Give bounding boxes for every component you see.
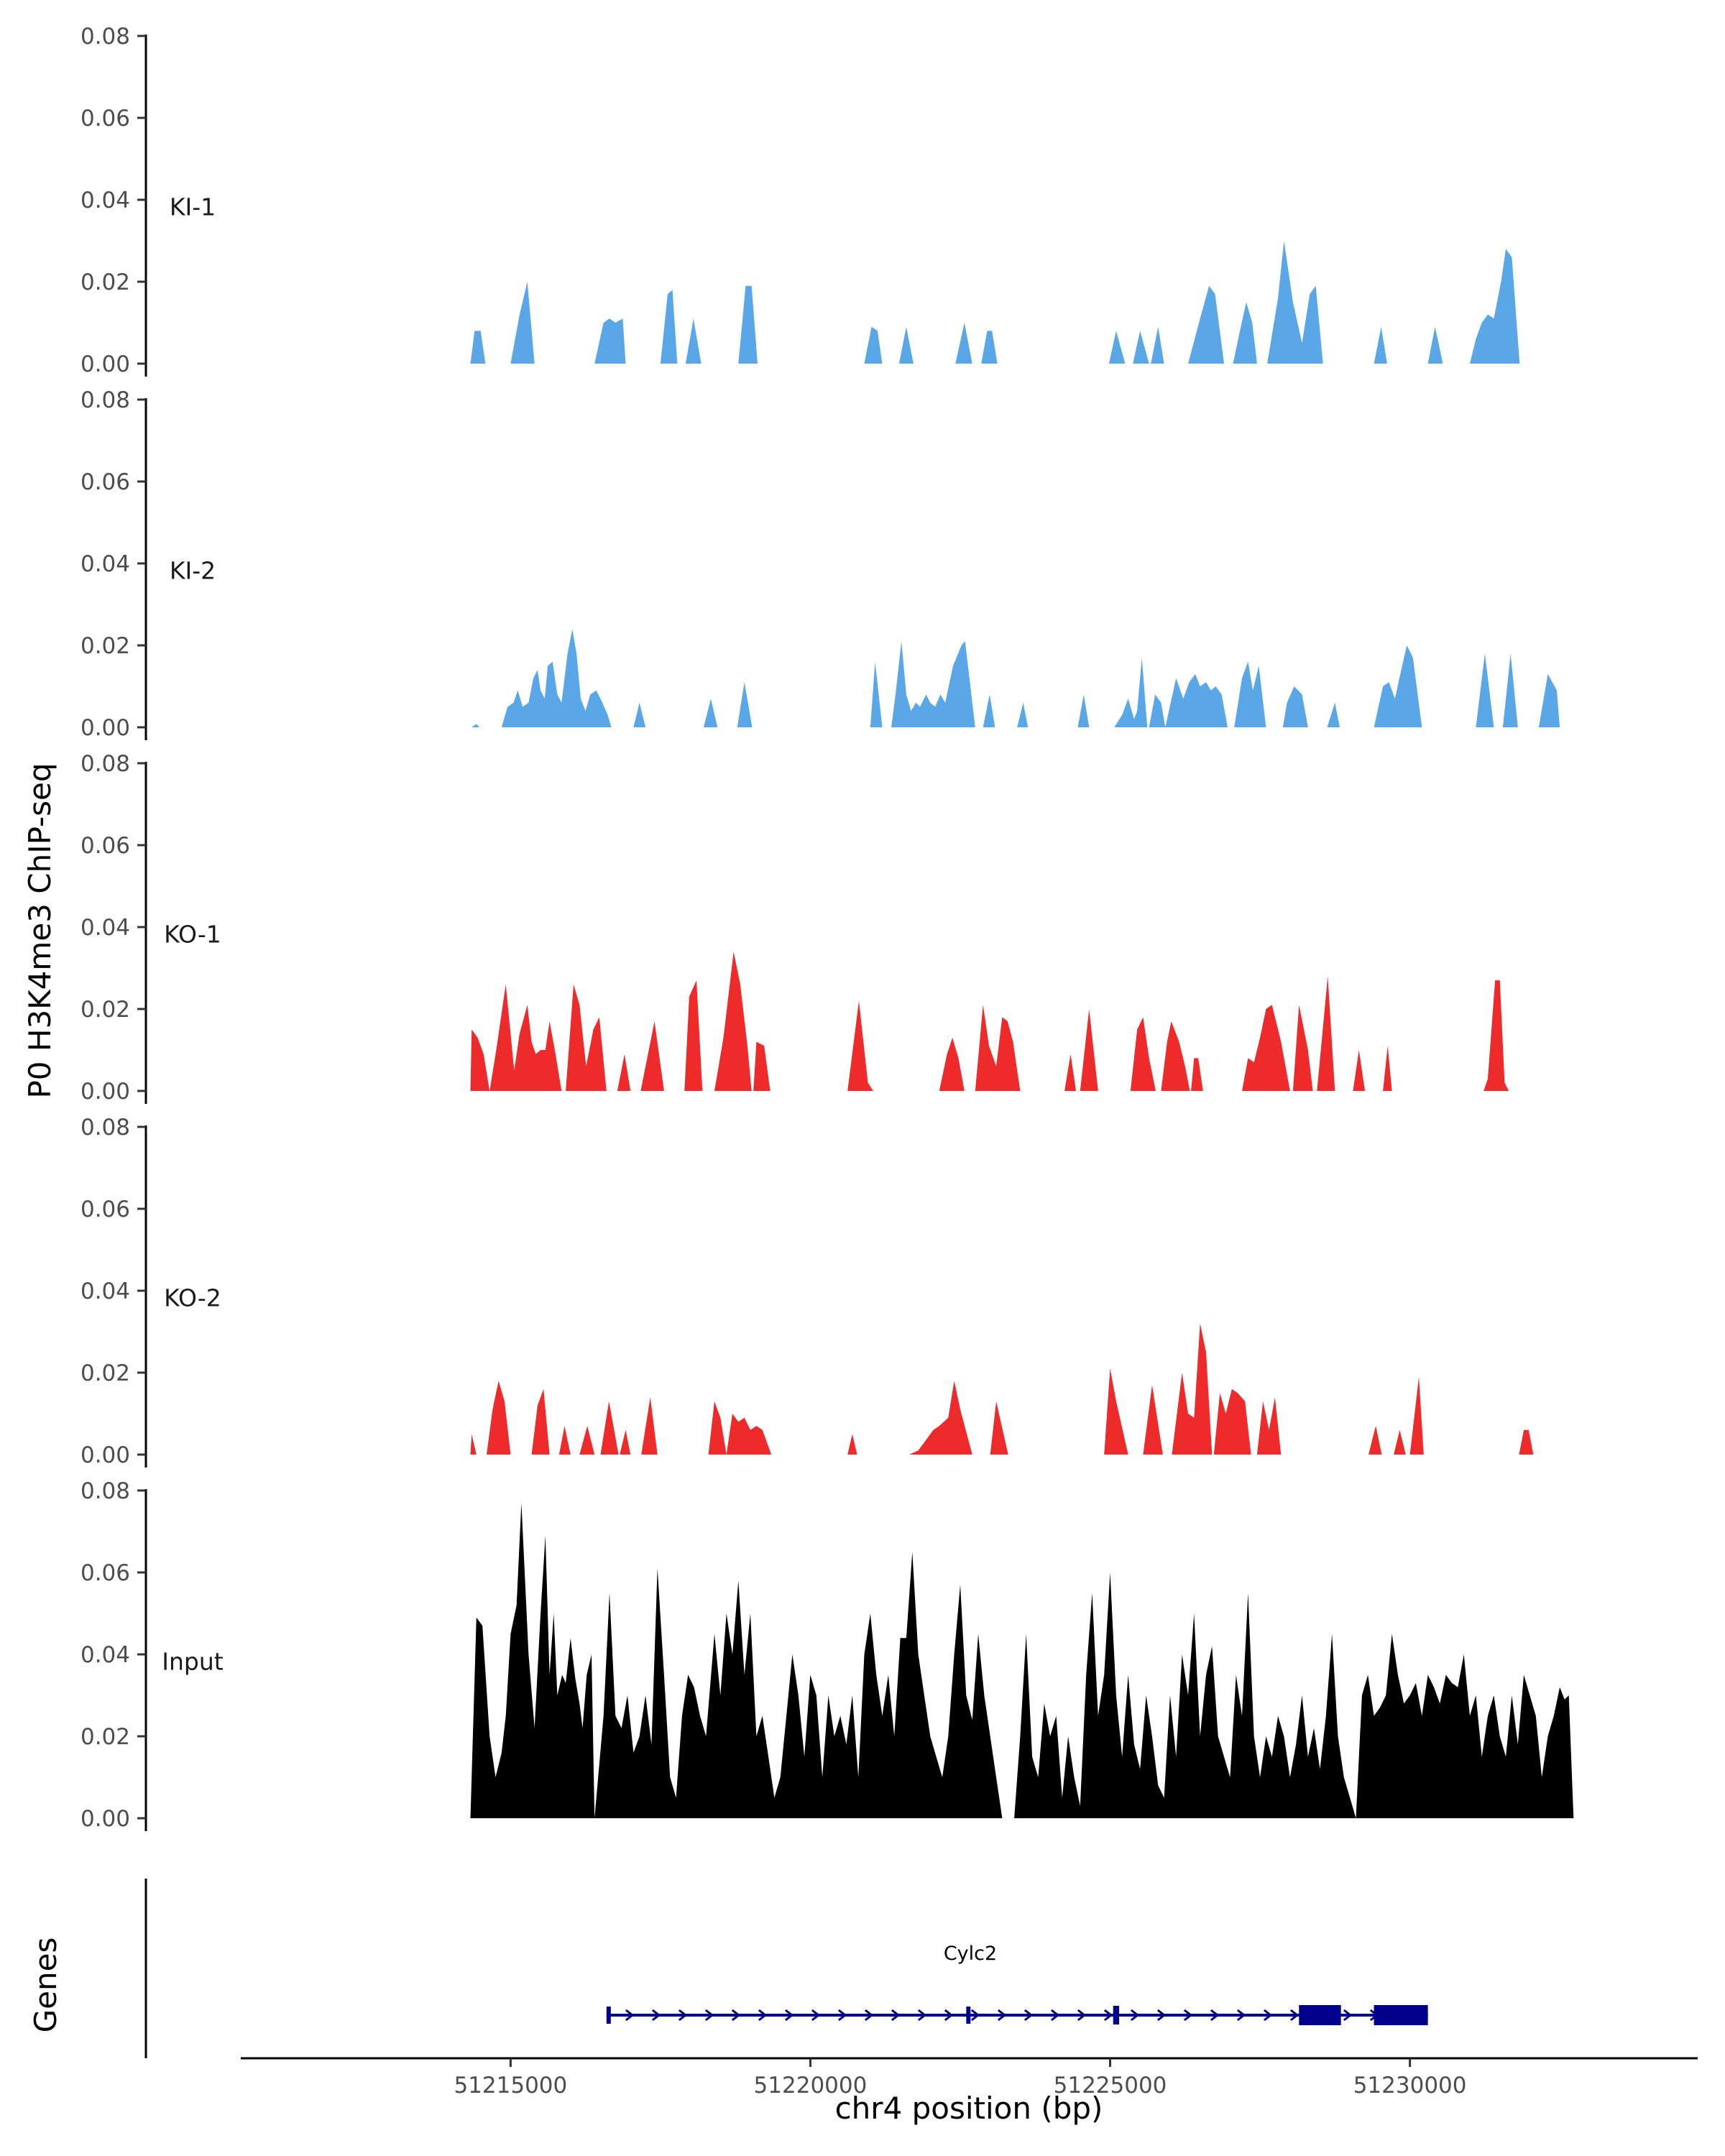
y-tick-label: 0.08 bbox=[80, 24, 130, 50]
x-tick-label: 51215000 bbox=[454, 2073, 567, 2099]
y-tick-label: 0.00 bbox=[80, 1442, 130, 1468]
y-tick-label: 0.00 bbox=[80, 351, 130, 377]
signal-area-ki-2 bbox=[472, 629, 1560, 727]
y-tick-label: 0.08 bbox=[80, 1478, 130, 1504]
strand-chevron bbox=[1130, 2009, 1140, 2022]
strand-chevron bbox=[1156, 2009, 1167, 2022]
strand-chevron bbox=[784, 2009, 794, 2022]
y-tick-label: 0.08 bbox=[80, 387, 130, 413]
track-ko-2: 0.00 0.02 0.04 0.06 0.08 KO-2 bbox=[80, 1115, 1534, 1468]
track-label-ki-2: KI-2 bbox=[170, 556, 216, 584]
x-axis-title: chr4 position (bp) bbox=[835, 2091, 1103, 2126]
strand-chevron bbox=[1024, 2009, 1034, 2022]
strand-chevron bbox=[1077, 2009, 1087, 2022]
strand-chevron bbox=[944, 2009, 954, 2022]
strand-chevron bbox=[731, 2009, 741, 2022]
strand-chevron bbox=[651, 2009, 661, 2022]
y-tick-label: 0.02 bbox=[80, 633, 130, 659]
strand-chevron bbox=[811, 2009, 821, 2022]
y-tick-label: 0.02 bbox=[80, 1724, 130, 1750]
gene-exon bbox=[966, 2007, 971, 2024]
y-axis-title: P0 H3K4me3 ChIP-seq bbox=[22, 763, 58, 1098]
signal-area-ko-1 bbox=[470, 952, 1509, 1091]
y-tick-label: 0.02 bbox=[80, 997, 130, 1023]
y-tick-label: 0.04 bbox=[80, 188, 130, 213]
y-tick-label: 0.06 bbox=[80, 833, 130, 859]
track-ko-1: 0.00 0.02 0.04 0.06 0.08 KO-1 bbox=[80, 751, 1509, 1105]
strand-chevron bbox=[864, 2009, 874, 2022]
gene-name-label: Cylc2 bbox=[944, 1943, 997, 1965]
strand-chevron bbox=[917, 2009, 927, 2022]
y-tick-label: 0.04 bbox=[80, 551, 130, 577]
track-input: 0.00 0.02 0.04 0.06 0.08 Input bbox=[80, 1478, 1574, 1832]
track-label-input: Input bbox=[162, 1647, 224, 1675]
strand-chevron bbox=[1103, 2009, 1113, 2022]
x-tick-label: 51225000 bbox=[1054, 2073, 1167, 2099]
signal-area-input bbox=[470, 1503, 1574, 1818]
x-tick-label: 51230000 bbox=[1353, 2073, 1467, 2099]
strand-chevron bbox=[970, 2009, 980, 2022]
gene-exon bbox=[1299, 2005, 1341, 2025]
strand-chevron bbox=[1050, 2009, 1060, 2022]
strand-chevron bbox=[1263, 2009, 1273, 2022]
strand-chevron bbox=[891, 2009, 901, 2022]
track-label-ko-1: KO-1 bbox=[164, 920, 221, 948]
y-tick-label: 0.06 bbox=[80, 1560, 130, 1586]
tracks-layer: 0.00 0.02 0.04 0.06 0.08 KI-1 0.00 0.02 0.04 0.06… bbox=[80, 24, 1574, 1832]
strand-chevron bbox=[758, 2009, 768, 2022]
strand-chevron bbox=[1210, 2009, 1220, 2022]
strand-chevron bbox=[678, 2009, 688, 2022]
track-ki-2: 0.00 0.02 0.04 0.06 0.08 KI-2 bbox=[80, 387, 1560, 741]
y-tick-label: 0.06 bbox=[80, 1197, 130, 1222]
x-tick-label: 51220000 bbox=[754, 2073, 868, 2099]
y-tick-label: 0.04 bbox=[80, 1642, 130, 1668]
y-tick-label: 0.06 bbox=[80, 469, 130, 495]
y-tick-label: 0.00 bbox=[80, 715, 130, 741]
track-label-ki-1: KI-1 bbox=[170, 193, 216, 221]
strand-chevron bbox=[704, 2009, 714, 2022]
strand-chevron bbox=[837, 2009, 847, 2022]
y-tick-label: 0.06 bbox=[80, 106, 130, 132]
gene-exon bbox=[1113, 2006, 1120, 2024]
x-axis: 51215000 51220000 51225000 51230000 bbox=[241, 2057, 1698, 2099]
strand-chevron bbox=[1183, 2009, 1193, 2022]
strand-chevron bbox=[997, 2009, 1007, 2022]
y-tick-label: 0.04 bbox=[80, 1279, 130, 1304]
y-tick-label: 0.00 bbox=[80, 1079, 130, 1105]
track-ki-1: 0.00 0.02 0.04 0.06 0.08 KI-1 bbox=[80, 24, 1520, 377]
genes-track-label: Genes bbox=[28, 1938, 63, 2033]
y-tick-label: 0.00 bbox=[80, 1806, 130, 1832]
y-tick-label: 0.02 bbox=[80, 1360, 130, 1386]
gene-exon bbox=[1374, 2005, 1428, 2025]
y-tick-label: 0.04 bbox=[80, 915, 130, 941]
signal-area-ko-2 bbox=[470, 1323, 1534, 1455]
y-tick-label: 0.08 bbox=[80, 751, 130, 777]
strand-chevron bbox=[1236, 2009, 1246, 2022]
strand-chevron bbox=[1289, 2009, 1300, 2022]
y-tick-label: 0.08 bbox=[80, 1115, 130, 1141]
gene-track: Cylc2 bbox=[144, 1879, 1428, 2058]
gene-exon bbox=[606, 2007, 611, 2024]
strand-chevron bbox=[1343, 2009, 1353, 2022]
strand-chevron bbox=[625, 2009, 635, 2022]
signal-area-ki-1 bbox=[470, 241, 1520, 364]
y-tick-label: 0.02 bbox=[80, 270, 130, 295]
track-label-ko-2: KO-2 bbox=[164, 1284, 221, 1312]
